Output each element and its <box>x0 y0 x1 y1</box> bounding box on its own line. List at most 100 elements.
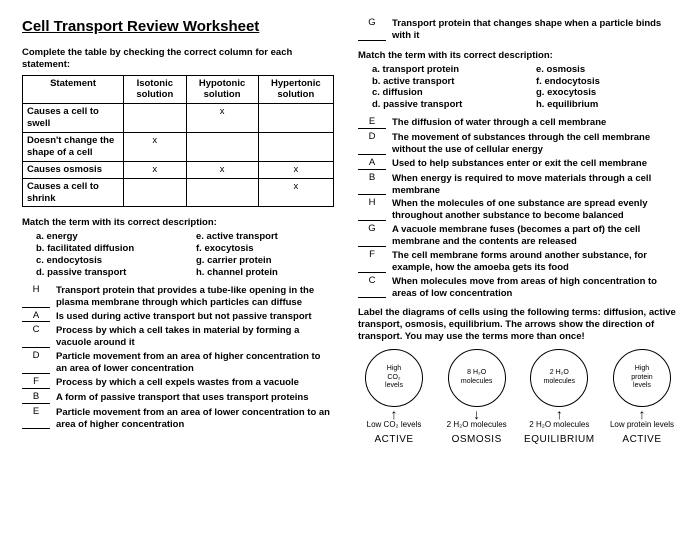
answer-letter: A <box>358 157 386 170</box>
right-column: G Transport protein that changes shape w… <box>358 18 678 447</box>
term: b. active transport <box>358 76 514 88</box>
answer-letter: E <box>22 406 50 430</box>
term: d. passive transport <box>22 267 174 279</box>
answer-row: GA vacuole membrane fuses (becomes a par… <box>358 224 678 248</box>
term: a. transport protein <box>358 64 514 76</box>
answer-row: EParticle movement from an area of lower… <box>22 407 334 431</box>
col-hyper: Hypertonic solution <box>258 75 333 104</box>
term: g. carrier protein <box>182 255 334 267</box>
left-column: Cell Transport Review Worksheet Complete… <box>22 18 334 447</box>
answer-desc: Used to help substances enter or exit th… <box>392 158 647 171</box>
cell-diagram: HighCO₂levels ↑Low CO₂ levels ACTIVE <box>358 349 430 447</box>
match-title-left: Match the term with its correct descript… <box>22 217 334 229</box>
arrow-icon: ↑ <box>523 409 595 419</box>
cell-diagram: Highproteinlevels ↑Low protein levels ACTI… <box>606 349 678 447</box>
answer-row: HTransport protein that provides a tube-… <box>22 285 334 309</box>
answer-desc: Process by which a cell expels wastes fr… <box>56 377 299 390</box>
term: f. endocytosis <box>522 76 678 88</box>
term: f. exocytosis <box>182 243 334 255</box>
answer-desc: A vacuole membrane fuses (becomes a part… <box>392 224 678 248</box>
outside-label: Low protein levels <box>606 420 678 430</box>
answer-letter: D <box>358 131 386 155</box>
answer-letter: H <box>22 284 50 308</box>
answer-desc: Particle movement from an area of lower … <box>56 407 334 431</box>
cell-diagram: 8 H₂Omolecules ↓2 H₂O molecules OSMOSIS <box>441 349 513 447</box>
answer-letter: G <box>358 223 386 247</box>
solution-table: Statement Isotonic solution Hypotonic so… <box>22 75 334 208</box>
top-answer: G Transport protein that changes shape w… <box>358 18 678 42</box>
answer-desc: Process by which a cell takes in materia… <box>56 325 334 349</box>
stmt: Causes a cell to shrink <box>23 178 124 207</box>
cell-circle: Highproteinlevels <box>613 349 671 407</box>
answer-row: F Process by which a cell expels wastes f… <box>22 377 334 390</box>
term: g. exocytosis <box>522 87 678 99</box>
answer-row: A Used to help substances enter or exit t… <box>358 158 678 171</box>
answer-letter: E <box>358 116 386 129</box>
answers-right: E The diffusion of water through a cell m… <box>358 117 678 299</box>
term: b. facilitated diffusion <box>22 243 174 255</box>
answer-letter: D <box>22 350 50 374</box>
term: a. energy <box>22 231 174 243</box>
page-title: Cell Transport Review Worksheet <box>22 18 334 37</box>
diagram-label: OSMOSIS <box>441 434 513 447</box>
term: e. osmosis <box>522 64 678 76</box>
terms-left: a. energy b. facilitated diffusion c. en… <box>22 231 334 279</box>
diagram-label: ACTIVE <box>606 434 678 447</box>
term: c. diffusion <box>358 87 514 99</box>
answer-desc: Transport protein that provides a tube-l… <box>56 285 334 309</box>
answer-desc: When molecules move from areas of high c… <box>392 276 678 300</box>
answer-letter: F <box>22 376 50 389</box>
answer-desc: A form of passive transport that uses tr… <box>56 392 309 405</box>
col-statement: Statement <box>23 75 124 104</box>
answer-letter: G <box>358 17 386 41</box>
answer-desc: When energy is required to move material… <box>392 173 678 197</box>
arrow-icon: ↑ <box>358 409 430 419</box>
answer-letter: B <box>358 172 386 196</box>
diagram-instr: Label the diagrams of cells using the fo… <box>358 307 678 343</box>
cell-circle: HighCO₂levels <box>365 349 423 407</box>
outside-label: 2 H₂O molecules <box>523 420 595 430</box>
term: d. passive transport <box>358 99 514 111</box>
answer-row: E The diffusion of water through a cell m… <box>358 117 678 130</box>
answer-row: HWhen the molecules of one substance are… <box>358 198 678 222</box>
table-instr: Complete the table by checking the corre… <box>22 47 334 71</box>
answer-letter: C <box>358 275 386 299</box>
answer-letter: B <box>22 391 50 404</box>
answer-row: CWhen molecules move from areas of high … <box>358 276 678 300</box>
answer-desc: The cell membrane forms around another s… <box>392 250 678 274</box>
answer-letter: A <box>22 310 50 323</box>
stmt: Causes a cell to swell <box>23 104 124 133</box>
outside-label: 2 H₂O molecules <box>441 420 513 430</box>
answer-row: BWhen energy is required to move materia… <box>358 173 678 197</box>
answer-desc: When the molecules of one substance are … <box>392 198 678 222</box>
col-iso: Isotonic solution <box>124 75 186 104</box>
stmt: Causes osmosis <box>23 161 124 178</box>
match-title-right: Match the term with its correct descript… <box>358 50 678 62</box>
term: h. equilibrium <box>522 99 678 111</box>
answer-letter: H <box>358 197 386 221</box>
answer-desc: The diffusion of water through a cell me… <box>392 117 606 130</box>
col-hypo: Hypotonic solution <box>186 75 258 104</box>
answer-letter: F <box>358 249 386 273</box>
terms-right: a. transport protein b. active transport… <box>358 64 678 112</box>
answer-row: DThe movement of substances through the … <box>358 132 678 156</box>
answer-desc: Particle movement from an area of higher… <box>56 351 334 375</box>
cell-circle: 2 H₂Omolecules <box>530 349 588 407</box>
outside-label: Low CO₂ levels <box>358 420 430 430</box>
term: h. channel protein <box>182 267 334 279</box>
answer-desc: The movement of substances through the c… <box>392 132 678 156</box>
answer-desc: Is used during active transport but not … <box>56 311 312 324</box>
arrow-icon: ↑ <box>606 409 678 419</box>
answer-desc: Transport protein that changes shape whe… <box>392 18 678 42</box>
diagrams: HighCO₂levels↑Low CO₂ levelsACTIVE8 H₂Om… <box>358 349 678 447</box>
arrow-icon: ↓ <box>441 409 513 419</box>
diagram-label: ACTIVE <box>358 434 430 447</box>
term: c. endocytosis <box>22 255 174 267</box>
answer-row: FThe cell membrane forms around another … <box>358 250 678 274</box>
answer-row: CProcess by which a cell takes in materi… <box>22 325 334 349</box>
answers-left: HTransport protein that provides a tube-… <box>22 285 334 431</box>
cell-circle: 8 H₂Omolecules <box>448 349 506 407</box>
stmt: Doesn't change the shape of a cell <box>23 133 124 162</box>
term: e. active transport <box>182 231 334 243</box>
answer-letter: C <box>22 324 50 348</box>
